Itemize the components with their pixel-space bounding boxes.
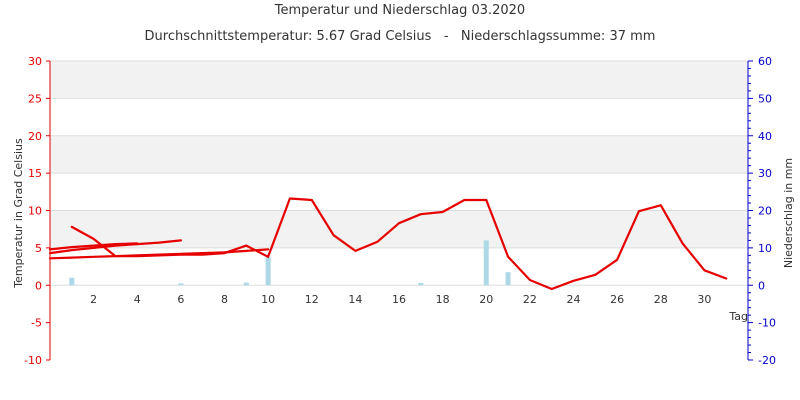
precipitation-bar — [178, 283, 184, 286]
left-tick-label: 5 — [35, 242, 42, 255]
x-tick-label: 20 — [479, 293, 493, 306]
background-band — [50, 135, 748, 174]
x-tick-label: 22 — [523, 293, 537, 306]
right-tick-label: 0 — [758, 279, 765, 292]
left-axis-tick-labels: -10 -5 0 5 10 15 20 25 30 — [24, 55, 42, 367]
background-bands — [50, 61, 748, 248]
x-tick-label: 12 — [305, 293, 319, 306]
right-tick-label: 20 — [758, 205, 772, 218]
precipitation-bar — [265, 257, 271, 286]
left-tick-label: 20 — [28, 130, 42, 143]
precipitation-bar — [243, 282, 249, 286]
precipitation-bar — [505, 272, 511, 286]
right-tick-label: 30 — [758, 167, 772, 180]
left-tick-label: -10 — [24, 354, 42, 367]
x-axis-tick-labels: 2 4 6 8 10 12 14 16 18 20 22 24 26 28 30 — [90, 293, 711, 306]
chart-title: Temperatur und Niederschlag 03.2020 — [274, 3, 526, 18]
temperature-line — [48, 248, 270, 260]
temperature-line — [48, 239, 182, 255]
right-tick-label: -10 — [758, 317, 776, 330]
left-tick-label: 25 — [28, 92, 42, 105]
x-tick-label: 4 — [134, 293, 141, 306]
x-tick-label: 24 — [567, 293, 581, 306]
axes — [46, 60, 753, 361]
precipitation-bar — [69, 277, 75, 286]
x-tick-label: 8 — [221, 293, 228, 306]
x-axis-label: Tag — [728, 310, 748, 323]
x-tick-label: 18 — [436, 293, 450, 306]
x-tick-label: 30 — [697, 293, 711, 306]
right-tick-label: 10 — [758, 242, 772, 255]
right-tick-label: 60 — [758, 55, 772, 68]
x-tick-label: 2 — [90, 293, 97, 306]
temperature-line — [48, 242, 139, 251]
x-tick-label: 26 — [610, 293, 624, 306]
temperature-lines — [48, 197, 728, 291]
x-tick-label: 10 — [261, 293, 275, 306]
x-tick-label: 28 — [654, 293, 668, 306]
background-band — [50, 61, 748, 99]
x-tick-label: 6 — [177, 293, 184, 306]
left-tick-label: 10 — [28, 205, 42, 218]
left-tick-label: -5 — [31, 317, 42, 330]
x-tick-label: 16 — [392, 293, 406, 306]
precipitation-bars — [69, 240, 511, 286]
precipitation-bar — [418, 283, 424, 286]
precipitation-bar — [483, 240, 489, 286]
left-tick-label: 30 — [28, 55, 42, 68]
right-axis-tick-labels: -20 -10 0 10 20 30 40 50 60 — [758, 55, 776, 367]
x-tick-label: 14 — [348, 293, 362, 306]
right-tick-label: 40 — [758, 130, 772, 143]
y-left-axis-label: Temperatur in Grad Celsius — [12, 138, 25, 289]
chart-subtitle: Durchschnittstemperatur: 5.67 Grad Celsi… — [144, 29, 656, 44]
right-tick-label: -20 — [758, 354, 776, 367]
left-tick-label: 0 — [35, 279, 42, 292]
y-right-axis-label: Niederschlag in mm — [782, 158, 795, 268]
grid-lines — [50, 60, 748, 286]
right-tick-label: 50 — [758, 92, 772, 105]
left-tick-label: 15 — [28, 167, 42, 180]
